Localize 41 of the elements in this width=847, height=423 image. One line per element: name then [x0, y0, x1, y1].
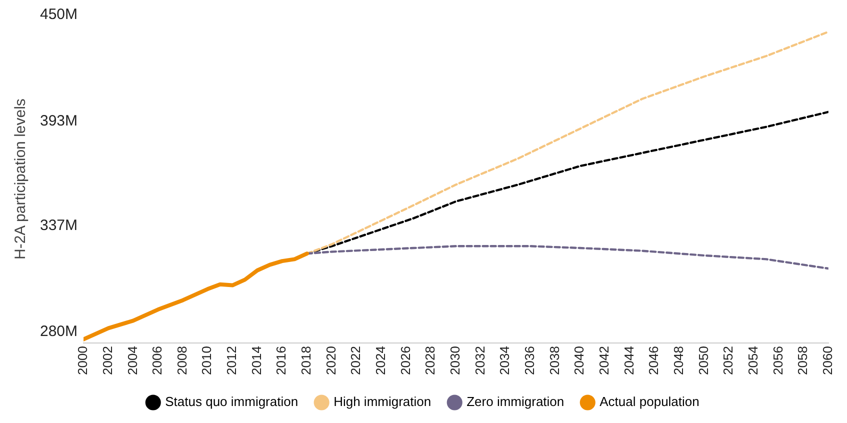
- x-tick-label: 2030: [448, 346, 463, 375]
- y-axis-title: H-2A participation levels: [12, 98, 30, 260]
- x-tick-label: 2056: [770, 346, 786, 375]
- x-tick-label: 2046: [646, 346, 662, 375]
- x-tick-label: 2022: [348, 346, 364, 375]
- x-tick-label: 2048: [671, 346, 686, 375]
- x-tick-label: 2024: [373, 346, 388, 375]
- x-tick-label: 2054: [745, 346, 760, 375]
- x-tick-label: 2036: [522, 346, 538, 375]
- x-tick-label: 2000: [75, 346, 90, 375]
- x-tick-label: 2016: [274, 346, 289, 375]
- x-tick-label: 2034: [497, 346, 512, 375]
- x-tick-label: 2052: [720, 346, 736, 375]
- x-tick-label: 2032: [472, 346, 488, 375]
- x-tick-label: 2060: [820, 346, 835, 375]
- line-series: [306, 30, 828, 255]
- x-tick-label: 2008: [174, 346, 190, 375]
- x-tick-label: 2040: [572, 346, 587, 375]
- legend-label: Status quo immigration: [165, 394, 298, 410]
- x-tick-label: 2038: [546, 346, 562, 375]
- x-tick-label: 2020: [323, 346, 338, 375]
- x-tick-label: 2006: [150, 346, 165, 375]
- y-tick-label: 337M: [40, 216, 78, 234]
- legend-label: High immigration: [334, 394, 432, 410]
- y-tick-label: 280M: [40, 323, 78, 340]
- x-tick-label: 2014: [248, 346, 264, 375]
- x-tick-label: 2044: [621, 346, 636, 375]
- x-tick-label: 2058: [795, 346, 810, 375]
- y-tick-label: 393M: [40, 112, 78, 130]
- x-tick-label: 2004: [124, 346, 140, 375]
- x-tick-label: 2028: [422, 346, 438, 375]
- x-tick-label: 2042: [596, 346, 612, 375]
- x-tick-label: 2002: [100, 346, 115, 375]
- x-tick-label: 2018: [298, 346, 314, 375]
- legend-label: Zero immigration: [466, 394, 564, 410]
- legend-label: Actual population: [600, 394, 700, 410]
- y-tick-label: 450M: [40, 6, 78, 24]
- x-tick-label: 2012: [224, 346, 240, 375]
- x-tick-label: 2010: [199, 346, 214, 375]
- x-tick-label: 2050: [696, 346, 711, 375]
- x-tick-label: 2026: [398, 346, 413, 375]
